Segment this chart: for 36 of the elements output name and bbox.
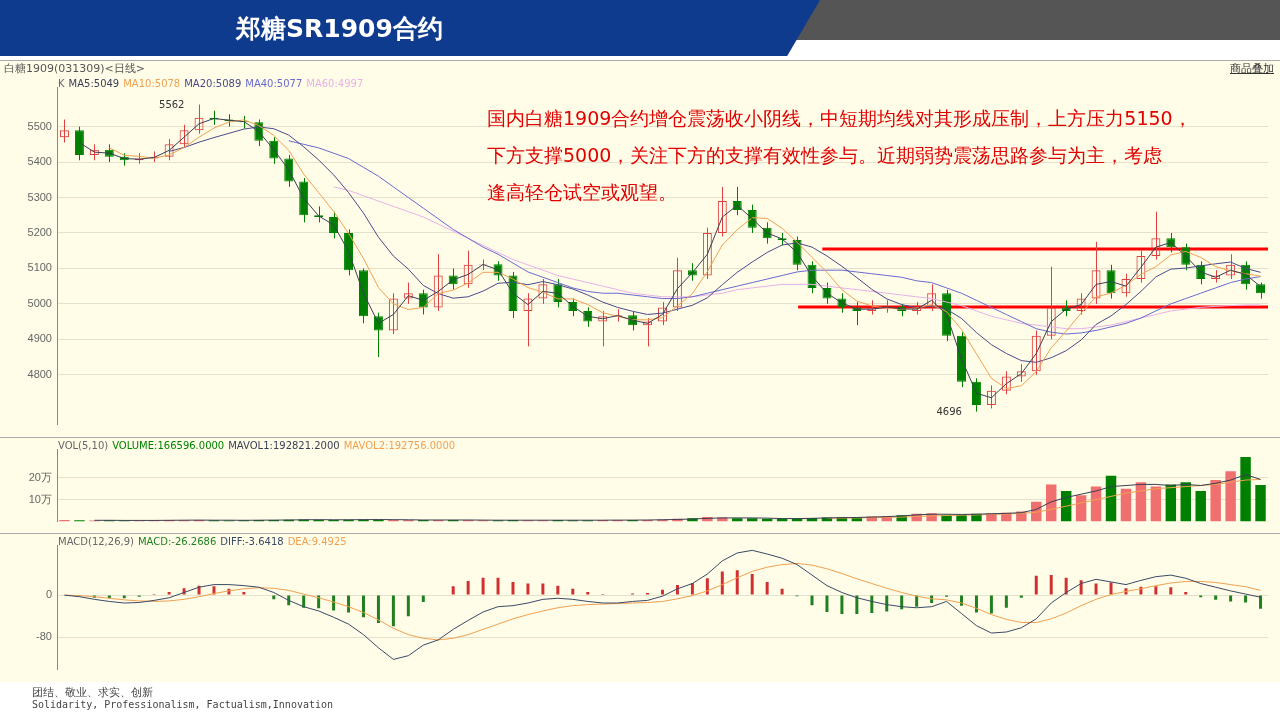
text: VOLUME:166596.0000: [112, 440, 225, 451]
text: Solidarity, Professionalism, Factualism,Innovation: [32, 699, 334, 710]
text: MA40:5077: [245, 78, 303, 89]
annotation: 5562: [159, 98, 185, 111]
text: MACD:-26.2686: [137, 536, 217, 547]
y-tick-label: 4800: [27, 367, 52, 380]
y-tick-label: 20万: [28, 470, 52, 483]
y-tick-label: 5200: [27, 225, 52, 238]
legend-title: K: [58, 78, 65, 89]
legend-title: VOL(5,10): [58, 440, 109, 451]
chart-subtitle: 白糖1909(031309)<日线>: [4, 61, 146, 76]
chart-title: 郑糖SR1909合约: [236, 13, 443, 45]
annotation: 国内白糖1909合约增仓震荡收小阴线，中短期均线对其形成压制，上方压力5150，: [487, 106, 1192, 130]
text: MAVOL2:192756.0000: [343, 440, 456, 451]
text: 团结、敬业、求实、创新: [32, 685, 153, 700]
text: MA10:5078: [123, 78, 181, 89]
legend-title: MACD(12,26,9): [58, 536, 134, 547]
y-tick-label: -80: [36, 630, 52, 643]
text: DEA:9.4925: [287, 536, 347, 547]
y-tick-label: 5000: [27, 296, 52, 309]
annotation: 4696: [936, 405, 962, 418]
text: MA20:5089: [184, 78, 242, 89]
text: MAVOL1:192821.2000: [228, 440, 340, 451]
text: 商品叠加: [1230, 61, 1274, 76]
annotation: 下方支撑5000，关注下方的支撑有效性参与。近期弱势震荡思路参与为主，考虑: [487, 143, 1163, 167]
text: MA60:4997: [306, 78, 364, 89]
y-tick-label: 5100: [27, 261, 52, 274]
y-tick-label: 5400: [27, 155, 52, 168]
y-tick-label: 5500: [27, 119, 52, 132]
text: MA5:5049: [68, 78, 120, 89]
annotation: 逢高轻仓试空或观望。: [487, 180, 677, 204]
y-tick-label: 5300: [27, 190, 52, 203]
y-tick-label: 0: [45, 588, 52, 601]
y-tick-label: 10万: [28, 492, 52, 505]
text: DIFF:-3.6418: [220, 536, 284, 547]
y-tick-label: 4900: [27, 332, 52, 345]
